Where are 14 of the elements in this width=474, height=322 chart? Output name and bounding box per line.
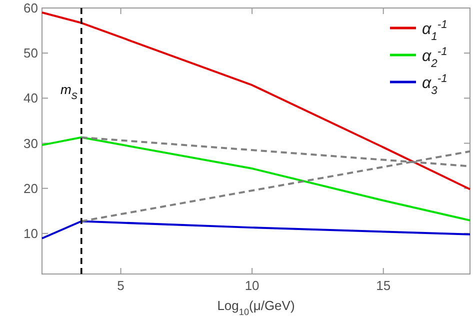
y-tick-label: 10 [24, 226, 38, 241]
x-tick-label: 10 [244, 278, 260, 293]
y-tick-label: 30 [24, 136, 38, 151]
line-series [41, 220, 471, 240]
y-tick-label: 60 [24, 0, 38, 16]
line-series [41, 136, 471, 222]
y-tick-label: 50 [24, 46, 38, 61]
y-tick-label: 20 [24, 180, 38, 196]
ref-line-label: m$_{S}$ [60, 82, 78, 102]
y-tick-label: 40 [24, 90, 38, 106]
x-tick-label: 15 [376, 278, 391, 293]
x-axis-title: Log$_{10}$(μ/GeV) [217, 298, 295, 317]
x-tick-label: 5 [117, 278, 124, 293]
line-series [41, 12, 471, 190]
